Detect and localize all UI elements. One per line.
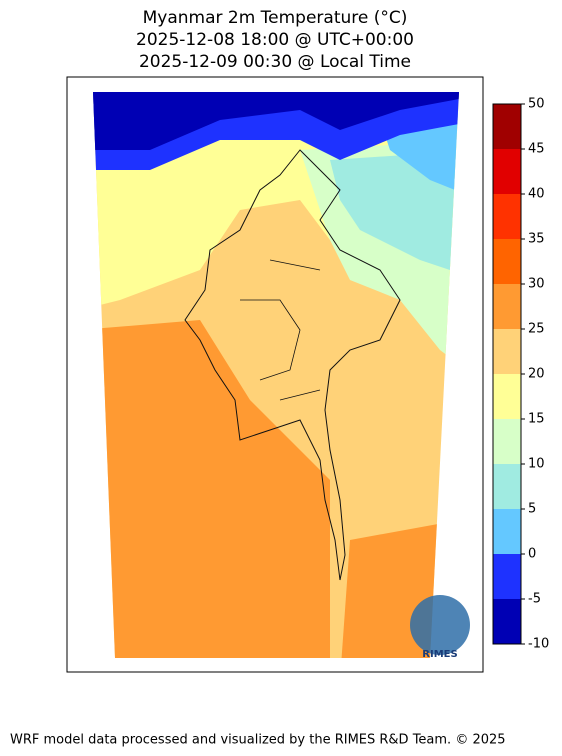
colorbar-tick-label: 10 [528,457,545,472]
colorbar-segment [493,374,521,419]
colorbar-segment [493,419,521,464]
colorbar-tick-label: 50 [528,97,545,112]
title-line: 2025-12-09 00:30 @ Local Time [139,52,411,72]
colorbar-tick-label: 25 [528,322,545,337]
colorbar-segment [493,329,521,374]
colorbar-tick-label: -5 [528,592,541,607]
colorbar-segment [493,239,521,284]
colorbar-segment [493,194,521,239]
colorbar-segment [493,509,521,554]
colorbar-segment [493,149,521,194]
title-line: Myanmar 2m Temperature (°C) [143,8,408,28]
colorbar-tick-label: 20 [528,367,545,382]
colorbar-segment [493,284,521,329]
title-line: 2025-12-08 18:00 @ UTC+00:00 [136,30,414,50]
colorbar-segment [493,554,521,599]
colorbar-segment [493,104,521,149]
colorbar-tick-label: 45 [528,142,545,157]
footer: WRF model data processed and visualized … [10,733,506,748]
map-frame [66,76,484,673]
colorbar: -10 -5 0 5 10 15 20 25 30 35 40 45 50 [493,97,549,652]
colorbar-tick-label: 5 [528,502,536,517]
map: RIMES [93,92,470,660]
colorbar-tick-label: 0 [528,547,536,562]
colorbar-tick-label: 40 [528,187,545,202]
colorbar-tick-label: 35 [528,232,545,247]
colorbar-tick-label: 15 [528,412,545,427]
colorbar-frame [492,103,522,645]
colorbar-segment [493,599,521,644]
colorbar-tick-label: 30 [528,277,545,292]
colorbar-tick-label: -10 [528,637,549,652]
logo-text: RIMES [422,649,457,660]
colorbar-segment [493,464,521,509]
